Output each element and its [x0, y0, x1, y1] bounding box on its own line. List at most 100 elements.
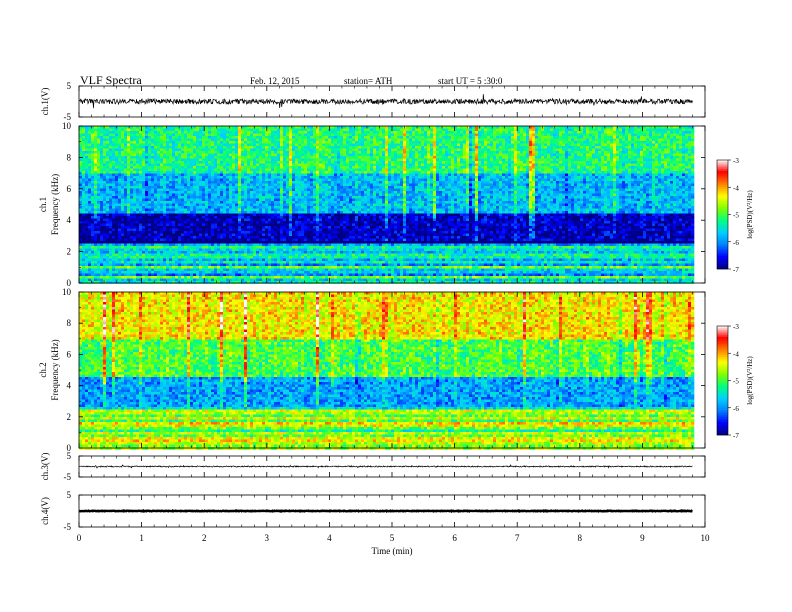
spectrogram-cell	[130, 171, 133, 174]
spectrogram-cell	[298, 131, 301, 134]
spectrogram-cell	[208, 231, 211, 234]
spectrogram-cell	[220, 186, 223, 189]
spectrogram-cell	[256, 259, 259, 262]
spectrogram-cell	[130, 196, 133, 199]
spectrogram-cell	[100, 186, 103, 189]
spectrogram-cell	[163, 254, 166, 257]
spectrogram-cell	[226, 166, 229, 169]
spectrogram-cell	[88, 206, 91, 209]
spectrogram-cell	[109, 276, 112, 279]
spectrogram-cell	[211, 216, 214, 219]
spectrogram-cell	[85, 131, 88, 134]
spectrogram-cell	[280, 204, 283, 207]
spectrogram-cell	[235, 256, 238, 259]
spectrogram-cell	[88, 229, 91, 232]
spectrogram-cell	[163, 171, 166, 174]
spectrogram-cell	[226, 256, 229, 259]
spectrogram-cell	[298, 221, 301, 224]
spectrogram-cell	[94, 271, 97, 274]
spectrogram-cell	[262, 229, 265, 232]
spectrogram-cell	[256, 184, 259, 187]
spectrogram-cell	[226, 254, 229, 257]
spectrogram-cell	[169, 214, 172, 217]
spectrogram-cell	[217, 126, 220, 129]
spectrogram-cell	[214, 139, 217, 142]
spectrogram-cell	[259, 276, 262, 279]
spectrogram-cell	[229, 221, 232, 224]
spectrogram-cell	[130, 134, 133, 137]
spectrogram-cell	[151, 244, 154, 247]
spectrogram-cell	[301, 234, 304, 237]
spectrogram-cell	[301, 129, 304, 132]
spectrogram-cell	[148, 259, 151, 262]
spectrogram-cell	[124, 209, 127, 212]
spectrogram-cell	[127, 256, 130, 259]
spectrogram-cell	[277, 239, 280, 242]
spectrogram-cell	[124, 131, 127, 134]
spectrogram-cell	[187, 209, 190, 212]
spectrogram-cell	[247, 201, 250, 204]
spectrogram-cell	[121, 196, 124, 199]
spectrogram-cell	[196, 191, 199, 194]
spectrogram-cell	[289, 211, 292, 214]
spectrogram-cell	[154, 166, 157, 169]
spectrogram-cell	[169, 129, 172, 132]
spectrogram-cell	[241, 131, 244, 134]
spectrogram-cell	[226, 171, 229, 174]
spectrogram-cell	[169, 264, 172, 267]
spectrogram-cell	[109, 191, 112, 194]
spectrogram-cell	[298, 244, 301, 247]
spectrogram-cell	[169, 184, 172, 187]
spectrogram-cell	[235, 271, 238, 274]
spectrogram-cell	[112, 204, 115, 207]
spectrogram-cell	[106, 256, 109, 259]
spectrogram-cell	[223, 271, 226, 274]
spectrogram-cell	[199, 226, 202, 229]
spectrogram-cell	[157, 241, 160, 244]
spectrogram-cell	[205, 141, 208, 144]
spectrogram-cell	[301, 271, 304, 274]
spectrogram-cell	[223, 241, 226, 244]
spectrogram-cell	[100, 174, 103, 177]
spectrogram-cell	[217, 169, 220, 172]
spectrogram-cell	[277, 129, 280, 132]
spectrogram-cell	[256, 276, 259, 279]
spectrogram-cell	[124, 206, 127, 209]
spectrogram-cell	[136, 194, 139, 197]
spectrogram-cell	[79, 269, 82, 272]
spectrogram-cell	[304, 201, 307, 204]
spectrogram-cell	[196, 179, 199, 182]
spectrogram-cell	[271, 144, 274, 147]
spectrogram-cell	[298, 256, 301, 259]
spectrogram-cell	[259, 149, 262, 152]
spectrogram-cell	[151, 166, 154, 169]
spectrogram-cell	[241, 249, 244, 252]
spectrogram-cell	[250, 246, 253, 249]
spectrogram-cell	[115, 221, 118, 224]
spectrogram-cell	[310, 181, 313, 184]
spectrogram-cell	[226, 259, 229, 262]
spectrogram-cell	[79, 236, 82, 239]
spectrogram-cell	[79, 246, 82, 249]
spectrogram-cell	[127, 234, 130, 237]
spectrogram-cell	[160, 234, 163, 237]
spectrogram-cell	[283, 169, 286, 172]
spectrogram-cell	[127, 179, 130, 182]
spectrogram-cell	[97, 204, 100, 207]
spectrogram-cell	[145, 206, 148, 209]
spectrogram-cell	[118, 144, 121, 147]
spectrogram-cell	[277, 146, 280, 149]
spectrogram-cell	[268, 261, 271, 264]
spectrogram-cell	[217, 184, 220, 187]
spectrogram-cell	[124, 161, 127, 164]
spectrogram-cell	[154, 271, 157, 274]
spectrogram-cell	[205, 261, 208, 264]
spectrogram-cell	[223, 221, 226, 224]
spectrogram-cell	[214, 136, 217, 139]
spectrogram-cell	[139, 256, 142, 259]
spectrogram-cell	[103, 231, 106, 234]
spectrogram-cell	[175, 149, 178, 152]
spectrogram-cell	[247, 199, 250, 202]
spectrogram-cell	[235, 126, 238, 129]
spectrogram-cell	[124, 179, 127, 182]
